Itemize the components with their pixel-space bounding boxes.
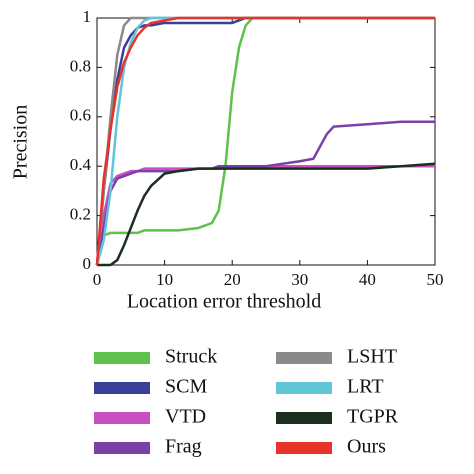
x-axis-label: Location error threshold bbox=[127, 291, 321, 313]
series-line bbox=[97, 162, 436, 267]
y-axis-label: Precision bbox=[10, 105, 32, 179]
legend-label: Ours bbox=[347, 436, 386, 458]
y-tick-label: 0.4 bbox=[70, 155, 92, 174]
legend-swatch bbox=[276, 442, 332, 454]
legend-label: LRT bbox=[347, 376, 384, 398]
y-tick-label: 1 bbox=[83, 7, 92, 26]
y-tick-label: 0.6 bbox=[70, 106, 91, 125]
legend-swatch bbox=[94, 442, 150, 454]
x-tick-label: 10 bbox=[156, 270, 173, 289]
x-tick-label: 50 bbox=[427, 270, 444, 289]
legend-swatch bbox=[94, 352, 150, 364]
legend-label: LSHT bbox=[347, 346, 397, 368]
y-tick-label: 0 bbox=[83, 254, 92, 273]
legend-swatch bbox=[94, 412, 150, 424]
x-tick-label: 20 bbox=[224, 270, 241, 289]
series-line bbox=[95, 120, 435, 266]
y-tick-label: 0.2 bbox=[70, 205, 91, 224]
legend-swatch bbox=[94, 382, 150, 394]
y-tick-label: 0.8 bbox=[70, 56, 91, 75]
legend-swatch bbox=[276, 382, 332, 394]
legend-swatch bbox=[276, 412, 332, 424]
legend-label: Struck bbox=[165, 346, 217, 368]
x-tick-label: 40 bbox=[359, 270, 376, 289]
legend-swatch bbox=[276, 352, 332, 364]
x-tick-label: 30 bbox=[291, 270, 308, 289]
plot-frame bbox=[96, 17, 436, 266]
legend-label: TGPR bbox=[347, 406, 399, 428]
legend-label: SCM bbox=[165, 376, 207, 398]
legend-label: VTD bbox=[165, 406, 206, 428]
legend-label: Frag bbox=[165, 436, 202, 458]
x-tick-label: 0 bbox=[93, 270, 102, 289]
series-line bbox=[95, 16, 435, 266]
